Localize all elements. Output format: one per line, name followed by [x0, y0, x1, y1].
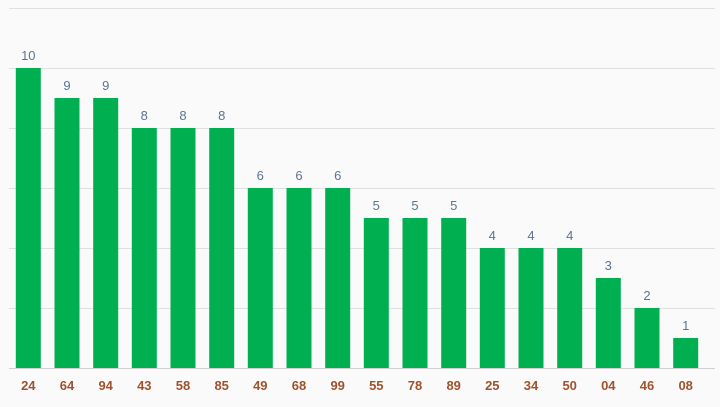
x-tick-label-04: 04 — [601, 378, 616, 393]
data-label-43: 8 — [141, 108, 148, 123]
x-tick-label-46: 46 — [640, 378, 654, 393]
bar-68 — [286, 188, 312, 368]
bar-78 — [402, 218, 428, 368]
data-label-89: 5 — [450, 198, 457, 213]
data-label-24: 10 — [21, 48, 35, 63]
data-label-78: 5 — [411, 198, 418, 213]
bar-99 — [325, 188, 351, 368]
x-tick-label-94: 94 — [98, 378, 113, 393]
bar-25 — [479, 248, 505, 368]
bar-24 — [15, 68, 41, 368]
data-label-55: 5 — [373, 198, 380, 213]
data-label-04: 3 — [605, 258, 612, 273]
data-label-46: 2 — [643, 288, 650, 303]
x-tick-label-49: 49 — [253, 378, 267, 393]
data-label-58: 8 — [179, 108, 186, 123]
bar-49 — [247, 188, 273, 368]
gridlines — [9, 8, 715, 369]
bar-50 — [557, 248, 583, 368]
bar-46 — [634, 308, 660, 368]
data-labels: 10 9 9 8 8 8 6 6 6 5 5 5 4 4 4 3 2 1 — [21, 48, 689, 333]
data-label-85: 8 — [218, 108, 225, 123]
bar-94 — [93, 98, 119, 368]
x-tick-label-34: 34 — [524, 378, 539, 393]
x-tick-label-43: 43 — [137, 378, 151, 393]
x-tick-label-89: 89 — [446, 378, 460, 393]
data-label-68: 6 — [295, 168, 302, 183]
data-label-94: 9 — [102, 78, 109, 93]
bar-04 — [595, 278, 621, 368]
data-label-49: 6 — [257, 168, 264, 183]
bar-34 — [518, 248, 544, 368]
data-label-08: 1 — [682, 318, 689, 333]
bar-89 — [441, 218, 467, 368]
x-axis-tick-labels: 24 64 94 43 58 85 49 68 99 55 78 89 25 34 50 04 46 08 — [21, 378, 693, 393]
x-tick-label-68: 68 — [292, 378, 306, 393]
bar-08 — [673, 338, 699, 368]
bar-64 — [54, 98, 80, 368]
x-tick-label-64: 64 — [60, 378, 75, 393]
data-label-99: 6 — [334, 168, 341, 183]
x-tick-label-58: 58 — [176, 378, 190, 393]
bar-85 — [209, 128, 235, 368]
bar-55 — [363, 218, 389, 368]
x-tick-label-08: 08 — [678, 378, 692, 393]
data-label-64: 9 — [63, 78, 70, 93]
x-tick-label-50: 50 — [562, 378, 576, 393]
x-tick-label-55: 55 — [369, 378, 383, 393]
bar-58 — [170, 128, 196, 368]
data-label-25: 4 — [489, 228, 496, 243]
x-tick-label-78: 78 — [408, 378, 422, 393]
x-tick-label-85: 85 — [214, 378, 228, 393]
x-tick-label-99: 99 — [330, 378, 344, 393]
data-label-50: 4 — [566, 228, 573, 243]
x-tick-label-25: 25 — [485, 378, 499, 393]
data-label-34: 4 — [527, 228, 534, 243]
x-tick-label-24: 24 — [21, 378, 36, 393]
bars — [15, 68, 699, 368]
bar-43 — [131, 128, 157, 368]
